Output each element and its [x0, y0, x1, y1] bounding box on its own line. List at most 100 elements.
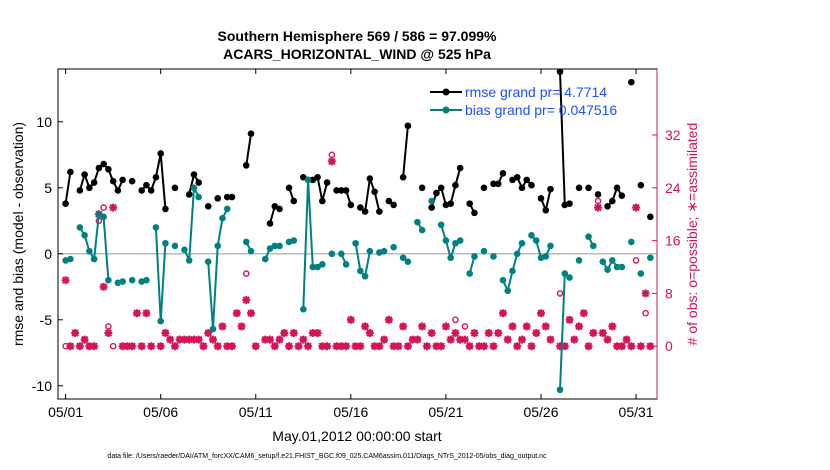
x-tick-label: 05/31: [619, 404, 654, 420]
obs-assimilated-point: [641, 289, 650, 298]
rmse-point: [342, 187, 350, 194]
bias-point: [575, 257, 583, 264]
rmse-point: [647, 213, 654, 221]
obs-assimilated-point: [199, 342, 208, 351]
rmse-point: [575, 184, 583, 192]
obs-assimilated-point: [90, 342, 99, 351]
bias-point: [647, 254, 654, 262]
y-right-tick-label: 8: [665, 285, 673, 301]
y-tick-label: -5: [40, 312, 53, 328]
rmse-point: [223, 193, 231, 201]
obs-assimilated-point: [598, 329, 607, 337]
rmse-point: [90, 179, 98, 186]
obs-assimilated-point: [232, 309, 241, 318]
bias-line-segment: [183, 184, 200, 261]
rmse-point: [523, 176, 531, 184]
bias-point: [119, 278, 126, 285]
obs-assimilated-point: [109, 203, 118, 212]
rmse-point: [347, 201, 355, 209]
bias-point: [589, 242, 597, 250]
x-tick-label: 05/26: [523, 404, 558, 420]
obs-assimilated-point: [104, 329, 113, 337]
obs-count-markers: [61, 151, 655, 351]
chart-title-line1: Southern Hemisphere 569 / 586 = 97.099%: [218, 28, 498, 44]
rmse-point: [143, 181, 150, 189]
rmse-line-segment: [606, 185, 623, 207]
bias-point: [366, 247, 374, 255]
obs-assimilated-point: [565, 315, 574, 324]
bias-point: [361, 272, 369, 280]
bias-point: [466, 270, 473, 277]
bias-point: [209, 325, 217, 333]
obs-assimilated-point: [603, 335, 612, 344]
obs-assimilated-point: [247, 309, 256, 318]
bias-point: [480, 247, 488, 255]
rmse-point: [556, 68, 564, 75]
bias-point: [618, 263, 626, 271]
rmse-point: [604, 202, 611, 210]
bias-point: [195, 193, 203, 201]
rmse-point: [228, 193, 236, 201]
obs-assimilated-point: [456, 335, 465, 344]
obs-assimilated-point: [261, 335, 270, 344]
bias-line-segment: [354, 243, 371, 279]
obs-assimilated-point: [522, 322, 531, 331]
obs-assimilated-point: [427, 329, 436, 337]
rmse-point: [195, 179, 203, 186]
bias-point: [585, 233, 592, 240]
bias-point: [566, 274, 573, 281]
obs-assimilated-point: [161, 329, 170, 337]
obs-assimilated-point: [527, 342, 536, 351]
y-axis-label: rmse and bias (model - observation): [10, 122, 26, 346]
bias-point: [528, 232, 535, 239]
rmse-point: [513, 173, 521, 181]
rmse-point: [62, 200, 69, 207]
bias-point: [162, 239, 169, 247]
rmse-point: [214, 195, 222, 202]
y-tick-label: -10: [32, 378, 52, 394]
bias-point: [290, 237, 298, 244]
obs-assimilated-point: [646, 342, 655, 351]
obs-assimilated-point: [441, 322, 450, 331]
obs-assimilated-point: [546, 335, 555, 344]
rmse-point: [152, 173, 160, 181]
rmse-point: [357, 204, 364, 211]
legend-bias-marker: [442, 106, 450, 114]
bias-point: [404, 258, 412, 266]
obs-assimilated-point: [323, 342, 332, 351]
obs-assimilated-point: [118, 342, 127, 351]
y-right-tick-label: 32: [665, 127, 681, 143]
rmse-point: [361, 208, 369, 215]
obs-assimilated-point: [560, 342, 569, 351]
bias-point: [532, 237, 540, 244]
bias-point: [399, 254, 407, 262]
rmse-point: [371, 188, 378, 196]
bias-point: [561, 270, 569, 277]
x-tick-label: 05/01: [48, 404, 83, 420]
obs-assimilated-point: [418, 322, 427, 331]
footnote: data file: /Users/raeder/DAI/ATM_forcXX/…: [107, 453, 547, 460]
obs-assimilated-point: [237, 322, 246, 331]
bias-point: [128, 276, 136, 284]
obs-assimilated-point: [451, 329, 460, 337]
rmse-point: [433, 189, 440, 197]
bias-point: [447, 254, 454, 262]
obs-assimilated-point: [503, 335, 512, 344]
rmse-point: [242, 162, 250, 169]
obs-assimilated-point: [180, 335, 189, 344]
obs-assimilated-point: [513, 342, 522, 351]
rmse-point: [537, 195, 545, 202]
bias-point: [609, 257, 616, 264]
x-tick-label: 05/16: [333, 404, 368, 420]
bias-point: [390, 243, 397, 251]
rmse-point: [456, 164, 464, 172]
bias-point: [190, 184, 198, 192]
obs-assimilated-point: [489, 342, 498, 351]
obs-assimilated-point: [318, 342, 327, 351]
obs-possible-point: [100, 204, 107, 211]
rmse-point: [247, 130, 255, 137]
obs-assimilated-point: [337, 342, 346, 351]
x-axis: 05/01 05/06 05/11 05/16 05/21 05/26 05/31: [48, 69, 654, 420]
obs-assimilated-point: [375, 342, 384, 351]
obs-assimilated-point: [465, 342, 474, 351]
